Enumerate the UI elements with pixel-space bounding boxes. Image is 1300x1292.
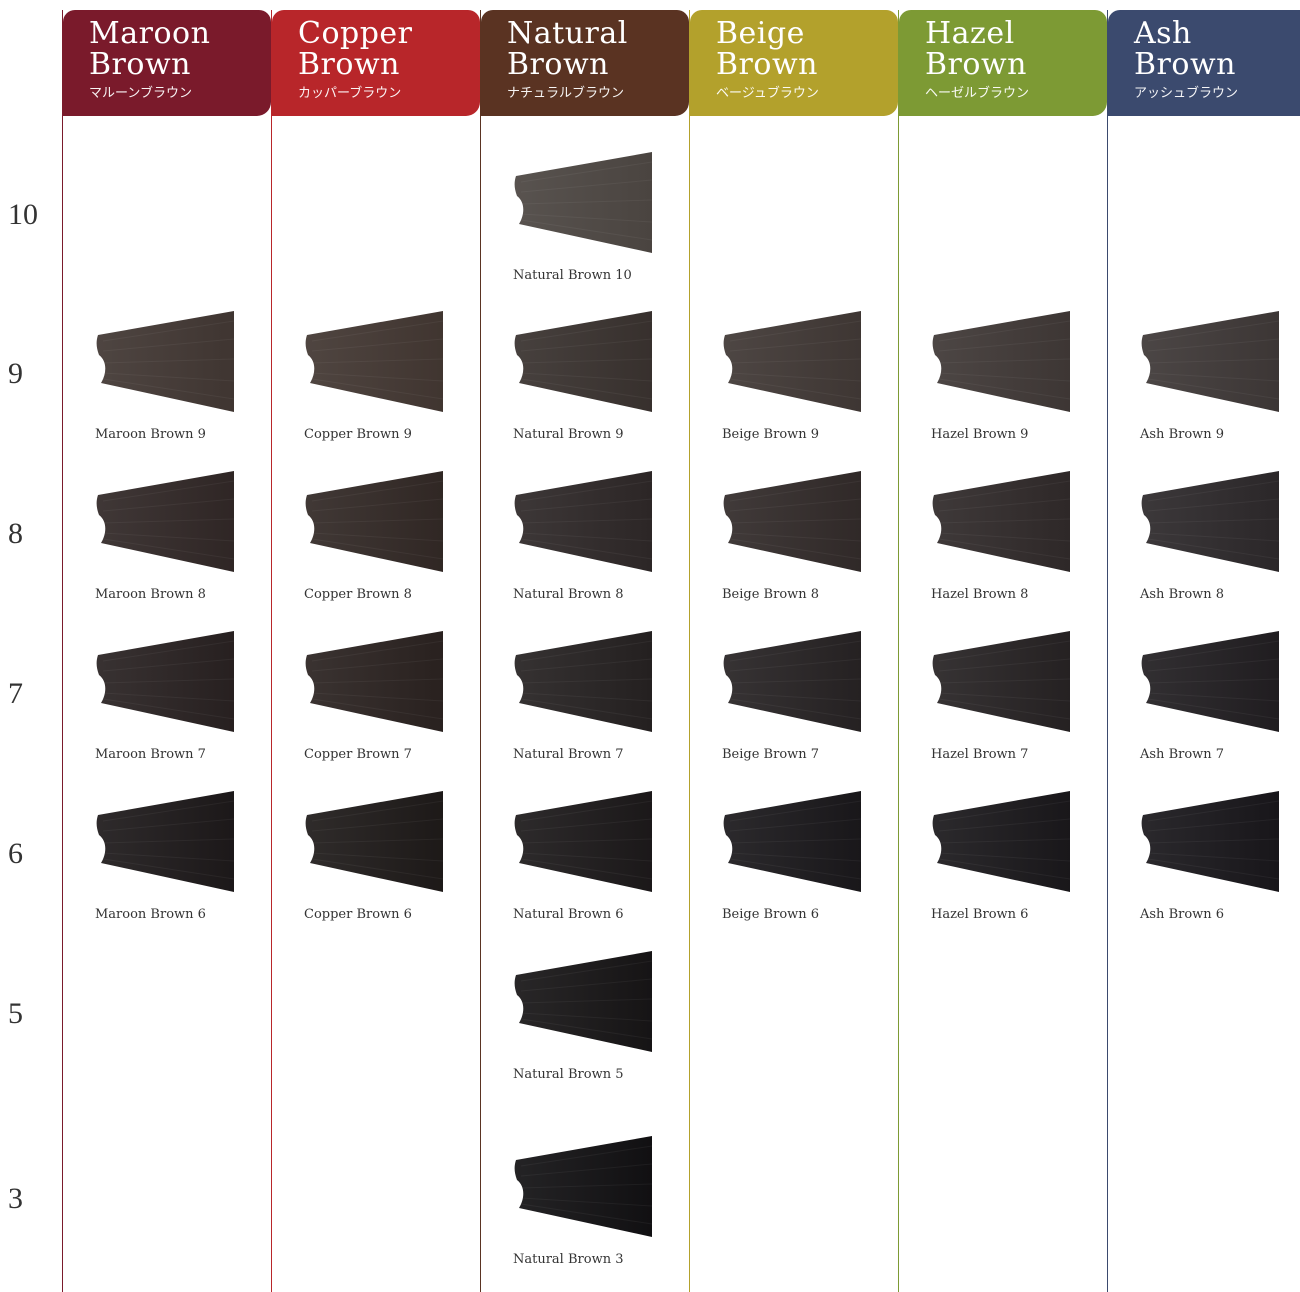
header-name-line1: Ash — [1134, 18, 1300, 49]
color-column-natural: Natural Brown ナチュラルブラウン Natural Brown 10 Nat… — [480, 10, 689, 1292]
swatch-label: Natural Brown 7 — [513, 747, 623, 762]
hair-swatch — [931, 311, 1071, 414]
swatch-label: Natural Brown 9 — [513, 427, 623, 442]
header-name-japanese: カッパーブラウン — [298, 82, 480, 101]
hair-swatch — [722, 471, 862, 574]
swatch-label: Hazel Brown 8 — [931, 587, 1028, 602]
hair-swatch — [304, 791, 444, 894]
level-number-10: 10 — [8, 198, 38, 232]
swatch-label: Maroon Brown 6 — [95, 907, 206, 922]
hair-swatch — [722, 791, 862, 894]
header-name-japanese: アッシュブラウン — [1134, 82, 1300, 101]
header-name-line1: Natural — [507, 18, 689, 49]
color-column-ash: Ash Brown アッシュブラウン Ash Brown 9 Ash Brown 8 As… — [1107, 10, 1300, 1292]
header-name-line2: Brown — [507, 49, 689, 80]
swatch-label: Maroon Brown 9 — [95, 427, 206, 442]
header-name-japanese: ヘーゼルブラウン — [925, 82, 1107, 101]
column-header: Maroon Brown マルーンブラウン — [63, 10, 271, 116]
hair-swatch — [95, 631, 235, 734]
hair-swatch — [95, 311, 235, 414]
hair-swatch — [513, 471, 653, 574]
hair-swatch — [513, 311, 653, 414]
swatch-label: Copper Brown 8 — [304, 587, 412, 602]
swatch-label: Hazel Brown 9 — [931, 427, 1028, 442]
swatch-label: Hazel Brown 7 — [931, 747, 1028, 762]
hair-swatch — [513, 951, 653, 1054]
column-header: Hazel Brown ヘーゼルブラウン — [899, 10, 1107, 116]
swatch-label: Natural Brown 5 — [513, 1067, 623, 1082]
hair-swatch — [513, 152, 653, 255]
hair-swatch — [95, 791, 235, 894]
swatch-label: Natural Brown 8 — [513, 587, 623, 602]
header-name-line1: Maroon — [89, 18, 271, 49]
swatch-label: Maroon Brown 7 — [95, 747, 206, 762]
hair-swatch — [1140, 631, 1280, 734]
swatch-label: Natural Brown 6 — [513, 907, 623, 922]
color-column-maroon: Maroon Brown マルーンブラウン Maroon Brown 9 Maroon … — [62, 10, 271, 1292]
level-number-3: 3 — [8, 1182, 23, 1216]
header-name-line1: Beige — [716, 18, 898, 49]
color-column-beige: Beige Brown ベージュブラウン Beige Brown 9 Beige Bro… — [689, 10, 898, 1292]
hair-swatch — [513, 631, 653, 734]
header-name-japanese: ベージュブラウン — [716, 82, 898, 101]
level-number-7: 7 — [8, 677, 23, 711]
header-name-japanese: ナチュラルブラウン — [507, 82, 689, 101]
level-number-9: 9 — [8, 357, 23, 391]
hair-swatch — [722, 311, 862, 414]
swatch-label: Beige Brown 9 — [722, 427, 819, 442]
header-name-line2: Brown — [716, 49, 898, 80]
swatch-label: Natural Brown 3 — [513, 1252, 623, 1267]
level-number-8: 8 — [8, 517, 23, 551]
swatch-label: Copper Brown 6 — [304, 907, 412, 922]
hair-swatch — [95, 471, 235, 574]
swatch-label: Copper Brown 7 — [304, 747, 412, 762]
swatch-label: Ash Brown 8 — [1140, 587, 1224, 602]
header-name-line2: Brown — [1134, 49, 1300, 80]
column-header: Beige Brown ベージュブラウン — [690, 10, 898, 116]
header-name-line2: Brown — [925, 49, 1107, 80]
hair-swatch — [1140, 471, 1280, 574]
header-name-japanese: マルーンブラウン — [89, 82, 271, 101]
header-name-line1: Hazel — [925, 18, 1107, 49]
hair-swatch — [931, 631, 1071, 734]
column-header: Natural Brown ナチュラルブラウン — [481, 10, 689, 116]
swatch-label: Hazel Brown 6 — [931, 907, 1028, 922]
hair-swatch — [513, 1136, 653, 1239]
column-header: Ash Brown アッシュブラウン — [1108, 10, 1300, 116]
swatch-label: Ash Brown 6 — [1140, 907, 1224, 922]
hair-swatch — [513, 791, 653, 894]
level-number-5: 5 — [8, 997, 23, 1031]
swatch-label: Beige Brown 8 — [722, 587, 819, 602]
hair-swatch — [304, 631, 444, 734]
column-header: Copper Brown カッパーブラウン — [272, 10, 480, 116]
level-number-6: 6 — [8, 837, 23, 871]
header-name-line2: Brown — [89, 49, 271, 80]
header-name-line2: Brown — [298, 49, 480, 80]
swatch-label: Beige Brown 7 — [722, 747, 819, 762]
hair-swatch — [1140, 791, 1280, 894]
swatch-label: Natural Brown 10 — [513, 268, 632, 283]
swatch-label: Beige Brown 6 — [722, 907, 819, 922]
swatch-label: Copper Brown 9 — [304, 427, 412, 442]
hair-swatch — [931, 471, 1071, 574]
swatch-label: Maroon Brown 8 — [95, 587, 206, 602]
hair-swatch — [304, 471, 444, 574]
color-column-copper: Copper Brown カッパーブラウン Copper Brown 9 Copper … — [271, 10, 480, 1292]
hair-swatch — [1140, 311, 1280, 414]
header-name-line1: Copper — [298, 18, 480, 49]
swatch-label: Ash Brown 7 — [1140, 747, 1224, 762]
hair-swatch — [931, 791, 1071, 894]
swatch-label: Ash Brown 9 — [1140, 427, 1224, 442]
hair-swatch — [304, 311, 444, 414]
hair-swatch — [722, 631, 862, 734]
color-column-hazel: Hazel Brown ヘーゼルブラウン Hazel Brown 9 Hazel Bro… — [898, 10, 1107, 1292]
